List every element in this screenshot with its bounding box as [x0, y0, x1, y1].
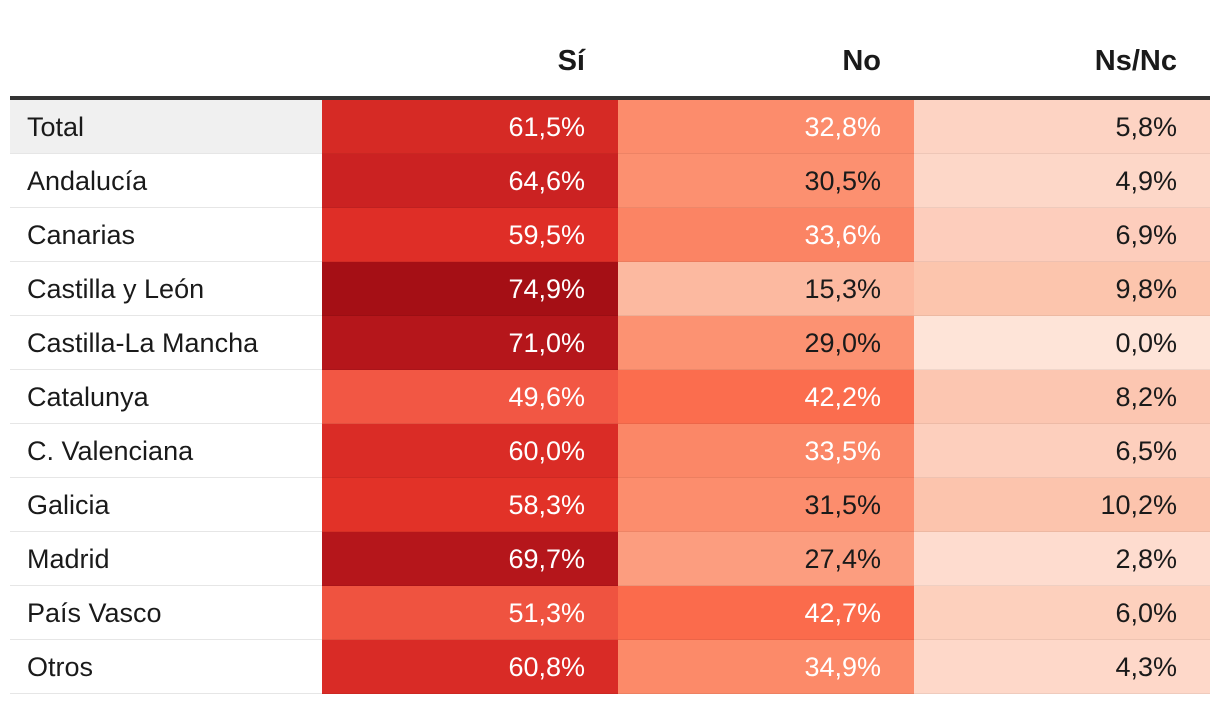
- table-row: Otros 60,8% 34,9% 4,3%: [10, 640, 1210, 694]
- table-cell: 4,3%: [914, 640, 1210, 694]
- table-body: Total 61,5% 32,8% 5,8% Andalucía 64,6% 30,5% 4,…: [10, 100, 1210, 694]
- table-row: Galicia 58,3% 31,5% 10,2%: [10, 478, 1210, 532]
- table-cell: 5,8%: [914, 100, 1210, 154]
- row-label: Castilla-La Mancha: [10, 316, 322, 370]
- table-cell: 6,0%: [914, 586, 1210, 640]
- table-row: C. Valenciana 60,0% 33,5% 6,5%: [10, 424, 1210, 478]
- table-cell: 8,2%: [914, 370, 1210, 424]
- table-cell: 69,7%: [322, 532, 618, 586]
- table-cell: 2,8%: [914, 532, 1210, 586]
- row-label: Catalunya: [10, 370, 322, 424]
- table-cell: 10,2%: [914, 478, 1210, 532]
- table-header: Sí No Ns/Nc: [10, 0, 1210, 100]
- table-cell: 42,7%: [618, 586, 914, 640]
- table-row: Castilla-La Mancha 71,0% 29,0% 0,0%: [10, 316, 1210, 370]
- table-cell: 32,8%: [618, 100, 914, 154]
- table-cell: 60,0%: [322, 424, 618, 478]
- table-cell: 58,3%: [322, 478, 618, 532]
- table-cell: 6,9%: [914, 208, 1210, 262]
- table-cell: 15,3%: [618, 262, 914, 316]
- row-label: País Vasco: [10, 586, 322, 640]
- row-label: Canarias: [10, 208, 322, 262]
- table-cell: 4,9%: [914, 154, 1210, 208]
- table-row: Andalucía 64,6% 30,5% 4,9%: [10, 154, 1210, 208]
- table-cell: 33,6%: [618, 208, 914, 262]
- table-cell: 29,0%: [618, 316, 914, 370]
- table-cell: 30,5%: [618, 154, 914, 208]
- table-cell: 60,8%: [322, 640, 618, 694]
- column-header-si: Sí: [557, 45, 585, 77]
- table-cell: 27,4%: [618, 532, 914, 586]
- table-cell: 51,3%: [322, 586, 618, 640]
- table-cell: 31,5%: [618, 478, 914, 532]
- row-label: Andalucía: [10, 154, 322, 208]
- table-cell: 59,5%: [322, 208, 618, 262]
- table-row: Catalunya 49,6% 42,2% 8,2%: [10, 370, 1210, 424]
- table-cell: 71,0%: [322, 316, 618, 370]
- table-row: Madrid 69,7% 27,4% 2,8%: [10, 532, 1210, 586]
- row-label: C. Valenciana: [10, 424, 322, 478]
- table-cell: 6,5%: [914, 424, 1210, 478]
- table-cell: 34,9%: [618, 640, 914, 694]
- row-label: Castilla y León: [10, 262, 322, 316]
- table-cell: 64,6%: [322, 154, 618, 208]
- table-cell: 33,5%: [618, 424, 914, 478]
- table-cell: 74,9%: [322, 262, 618, 316]
- table-row: Canarias 59,5% 33,6% 6,9%: [10, 208, 1210, 262]
- table-cell: 61,5%: [322, 100, 618, 154]
- column-header-nsnc: Ns/Nc: [1094, 45, 1177, 77]
- table-cell: 49,6%: [322, 370, 618, 424]
- data-table: Sí No Ns/Nc Total 61,5% 32,8% 5,8% Andalucía…: [10, 0, 1210, 694]
- table-cell: 0,0%: [914, 316, 1210, 370]
- table-cell: 9,8%: [914, 262, 1210, 316]
- table-row: Castilla y León 74,9% 15,3% 9,8%: [10, 262, 1210, 316]
- table-row: Total 61,5% 32,8% 5,8%: [10, 100, 1210, 154]
- column-header-no: No: [842, 45, 881, 77]
- row-label: Madrid: [10, 532, 322, 586]
- row-label: Galicia: [10, 478, 322, 532]
- row-label: Total: [10, 100, 322, 154]
- row-label: Otros: [10, 640, 322, 694]
- table-cell: 42,2%: [618, 370, 914, 424]
- table-row: País Vasco 51,3% 42,7% 6,0%: [10, 586, 1210, 640]
